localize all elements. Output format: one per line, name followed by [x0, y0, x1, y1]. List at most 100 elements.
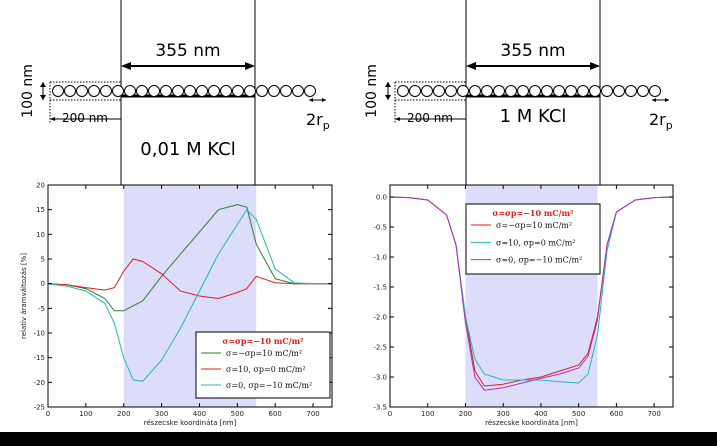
x-tick-label: 500 [231, 410, 244, 418]
y-tick-label: -1.0 [373, 254, 387, 262]
pore-arrowhead-left [652, 98, 656, 102]
legend-entry: σ=−σp=10 mC/m² [226, 349, 302, 358]
y-tick-label: -2.5 [373, 344, 387, 352]
x-axis-label: részecske koordináta [nm] [485, 419, 578, 427]
legend-entry: σ=0, σp=−10 mC/m² [496, 256, 582, 265]
y-tick-label: -25 [34, 404, 45, 412]
arrowhead-right [590, 62, 600, 70]
particle-circle [64, 85, 76, 97]
particle-circle [589, 85, 601, 97]
pore-arrowhead-right [322, 98, 326, 102]
plot-frame [47, 184, 333, 408]
particle-circle [292, 85, 304, 97]
chart-left-panel: 0 100 200 300 400 500 600 700 -25 -20 -15 -10 -5 0 5 10… [20, 182, 333, 427]
particle-circle [52, 85, 64, 97]
y-tick-label: -3.0 [373, 374, 387, 382]
y-axis-label: relatív áramváltozás [%] [20, 253, 28, 339]
particle-circle [256, 85, 268, 97]
height-label: 100 nm [20, 64, 36, 118]
particle-circle [505, 85, 517, 97]
particle-circle [280, 85, 292, 97]
height-arrow-bottom [40, 95, 46, 100]
particle-circle [208, 85, 220, 97]
particle-circle [577, 85, 589, 97]
height-arrow-bottom [385, 95, 391, 100]
channel-width-label: 355 nm [500, 41, 565, 61]
legend-entry: σ=10, σp=0 mC/m² [226, 365, 306, 374]
x-tick-label: 200 [117, 410, 130, 418]
particle-circle [220, 85, 232, 97]
legend-box [465, 203, 601, 275]
particle-circle [601, 85, 613, 97]
y-tick-label: 5 [41, 256, 45, 264]
particle-circle [493, 85, 505, 97]
pore-label: 2rp [306, 110, 330, 132]
legend-box [195, 331, 331, 399]
particle-row [52, 85, 316, 97]
particle-circle [232, 85, 244, 97]
y-tick-label: -0.5 [373, 224, 387, 232]
particle-circle [244, 85, 256, 97]
particle-circle [148, 85, 160, 97]
x-tick-label: 300 [497, 410, 510, 418]
legend-entry: σ=0, σp=−10 mC/m² [226, 381, 312, 390]
x-tick-label: 400 [534, 410, 547, 418]
particle-circle [172, 85, 184, 97]
particle-circle [160, 85, 172, 97]
y-tick-label: 10 [36, 231, 45, 239]
particle-circle [517, 85, 529, 97]
y-tick-label: -2.0 [373, 314, 387, 322]
x-tick-label: 300 [155, 410, 168, 418]
particle-circle [445, 85, 457, 97]
series-line [47, 208, 332, 382]
x-axis-label: részecske koordináta [nm] [144, 419, 237, 427]
series-line [47, 204, 332, 312]
height-label: 100 nm [364, 64, 380, 118]
particle-circle [421, 85, 433, 97]
particle-row [397, 85, 661, 97]
particle-circle [469, 85, 481, 97]
bottom-band [0, 432, 717, 446]
particle-circle [649, 85, 661, 97]
channel-width-label: 355 nm [155, 41, 220, 61]
y-tick-label: -5 [38, 305, 45, 313]
x-tick-label: 400 [193, 410, 206, 418]
particle-circle [625, 85, 637, 97]
y-tick-label: 0.0 [376, 194, 387, 202]
legend-title: σ=σp=−10 mC/m² [222, 336, 304, 346]
height-arrow-top [385, 82, 391, 87]
particle-circle [397, 85, 409, 97]
y-tick-label: -20 [34, 379, 45, 387]
legend-title: σ=σp=−10 mC/m² [492, 208, 574, 218]
particle-circle [100, 85, 112, 97]
y-tick-label: -10 [34, 330, 45, 338]
series-line [389, 196, 674, 391]
x-tick-label: 600 [269, 410, 282, 418]
particle-circle [565, 85, 577, 97]
particle-circle [613, 85, 625, 97]
arrowhead-left [466, 62, 476, 70]
x-tick-label: 200 [459, 410, 472, 418]
left-schematic: 355 nm 0,01 M KCl 100 nm 200 nm 2rp [20, 0, 330, 185]
y-tick-label: 15 [36, 206, 45, 214]
particle-circle [196, 85, 208, 97]
y-tick-label: -3.5 [373, 404, 387, 412]
offset-label: 200 nm [62, 111, 108, 125]
x-tick-label: 0 [46, 410, 50, 418]
particle-circle [529, 85, 541, 97]
particle-circle [457, 85, 469, 97]
x-tick-label: 600 [610, 410, 623, 418]
x-tick-label: 100 [421, 410, 434, 418]
particle-circle [409, 85, 421, 97]
plot-frame [389, 184, 674, 408]
particle-circle [433, 85, 445, 97]
x-tick-label: 700 [647, 410, 660, 418]
concentration-label: 0,01 M KCl [140, 139, 235, 160]
pore-label: 2rp [649, 110, 673, 132]
y-tick-label: 20 [36, 182, 45, 190]
legend-entry: σ=−σp=10 mC/m² [496, 221, 572, 230]
concentration-label: 1 M KCl [500, 106, 567, 127]
x-tick-label: 700 [306, 410, 319, 418]
chart-right-panel: 0 100 200 300 400 500 600 700 -3.5 -3.0 -2.5 -2.0 -1… [373, 184, 674, 427]
